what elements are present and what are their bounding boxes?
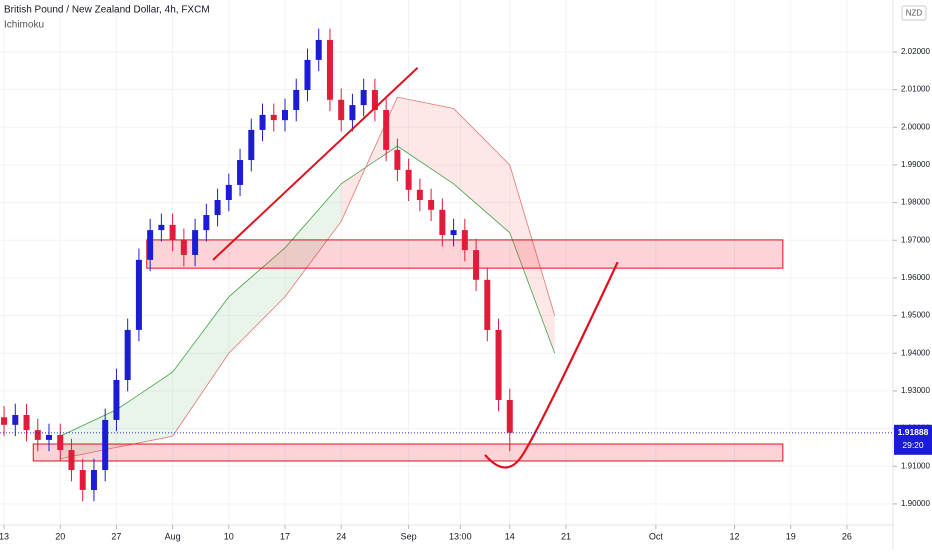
x-tick-label: 19 bbox=[786, 531, 796, 541]
candle-body bbox=[484, 279, 491, 330]
x-tick-label: 10 bbox=[224, 531, 234, 541]
plot-area bbox=[0, 0, 893, 525]
candle-body bbox=[248, 129, 255, 161]
currency-box[interactable] bbox=[901, 5, 927, 21]
candle-body bbox=[225, 184, 232, 200]
candle-body bbox=[135, 259, 142, 330]
x-tick-label: 13 bbox=[0, 531, 9, 541]
candle-body bbox=[293, 90, 300, 110]
x-tick-label: 17 bbox=[280, 531, 290, 541]
y-tick-label: 2.01000 bbox=[901, 85, 930, 94]
candle-body bbox=[57, 434, 64, 451]
cloud-fill bbox=[397, 97, 454, 184]
candle-body bbox=[23, 415, 30, 431]
x-tick-label: 21 bbox=[561, 531, 571, 541]
y-tick-label: 1.98000 bbox=[901, 198, 930, 207]
cloud-fill bbox=[116, 372, 173, 448]
candle-body bbox=[237, 160, 244, 185]
y-tick-label: 1.93000 bbox=[901, 386, 930, 395]
cloud-fill bbox=[509, 164, 555, 354]
candle-body bbox=[68, 450, 75, 471]
candle-body bbox=[394, 149, 401, 170]
candle-body bbox=[428, 199, 435, 210]
last-price-label: 1.91888 bbox=[898, 427, 929, 437]
candle-body bbox=[439, 209, 446, 236]
x-tick-label: Oct bbox=[649, 531, 664, 541]
candle-body bbox=[158, 224, 165, 231]
projection-curve bbox=[484, 261, 619, 469]
candle-body bbox=[506, 399, 513, 433]
candle-body bbox=[214, 199, 221, 216]
cloud-fill bbox=[172, 296, 229, 437]
chart-title: British Pound / New Zealand Dollar, 4h, … bbox=[4, 5, 210, 16]
x-tick-label: 24 bbox=[336, 531, 346, 541]
candle-body bbox=[124, 329, 131, 381]
trendline bbox=[212, 67, 419, 261]
zone bbox=[32, 443, 784, 462]
candle-body bbox=[416, 189, 423, 200]
y-tick-label: 1.96000 bbox=[901, 273, 930, 282]
y-tick-label: 1.94000 bbox=[901, 348, 930, 357]
candle-body bbox=[405, 169, 412, 190]
candle-body bbox=[371, 90, 378, 110]
candle-body bbox=[383, 109, 390, 150]
cloud-fill bbox=[228, 247, 286, 354]
candle-body bbox=[113, 380, 120, 420]
y-tick-label: 2.00000 bbox=[901, 122, 930, 131]
x-tick-label: 12 bbox=[730, 531, 740, 541]
x-tick-label: 14 bbox=[505, 531, 515, 541]
y-tick-label: 1.95000 bbox=[901, 311, 930, 320]
y-tick-label: 1.97000 bbox=[901, 235, 930, 244]
candle-body bbox=[315, 39, 322, 60]
candle-body bbox=[259, 114, 266, 130]
last-price-box bbox=[894, 424, 932, 455]
candle-body bbox=[473, 250, 480, 280]
bar-timer: 29:20 bbox=[902, 440, 924, 450]
candle-body bbox=[169, 224, 176, 240]
candle-body bbox=[192, 230, 199, 255]
candle-body bbox=[90, 470, 97, 490]
candle-body bbox=[349, 105, 356, 121]
candle-body bbox=[12, 415, 19, 425]
candle-body bbox=[180, 239, 187, 255]
candle-body bbox=[1, 417, 8, 425]
cloud-line bbox=[60, 145, 556, 437]
candle-body bbox=[304, 59, 311, 91]
candle-body bbox=[360, 90, 367, 106]
candle-body bbox=[282, 109, 289, 121]
x-tick-label: 20 bbox=[55, 531, 65, 541]
candle-body bbox=[102, 419, 109, 471]
candle-body bbox=[450, 230, 457, 236]
candle-body bbox=[203, 215, 210, 231]
x-tick-label: 13:00 bbox=[449, 531, 472, 541]
candle-body bbox=[34, 430, 41, 440]
candle-body bbox=[495, 329, 502, 400]
candle-body bbox=[326, 39, 333, 100]
x-tick-label: 27 bbox=[111, 531, 121, 541]
x-tick-label: Aug bbox=[165, 531, 181, 541]
candle-body bbox=[45, 434, 52, 440]
y-tick-label: 1.99000 bbox=[901, 160, 930, 169]
y-tick-label: 1.91000 bbox=[901, 461, 930, 470]
candle-body bbox=[79, 470, 86, 490]
x-tick-label: Sep bbox=[401, 531, 417, 541]
candle-body bbox=[147, 230, 154, 260]
cloud-fill bbox=[453, 108, 510, 233]
candle-body bbox=[461, 230, 468, 251]
currency-label: NZD bbox=[906, 9, 923, 18]
y-tick-label: 2.02000 bbox=[901, 47, 930, 56]
candle-body bbox=[270, 114, 277, 121]
candle-body bbox=[338, 99, 345, 121]
y-tick-label: 1.90000 bbox=[901, 499, 930, 508]
x-tick-label: 26 bbox=[842, 531, 852, 541]
indicator-label: Ichimoku bbox=[4, 20, 44, 31]
cloud-line bbox=[60, 96, 556, 460]
